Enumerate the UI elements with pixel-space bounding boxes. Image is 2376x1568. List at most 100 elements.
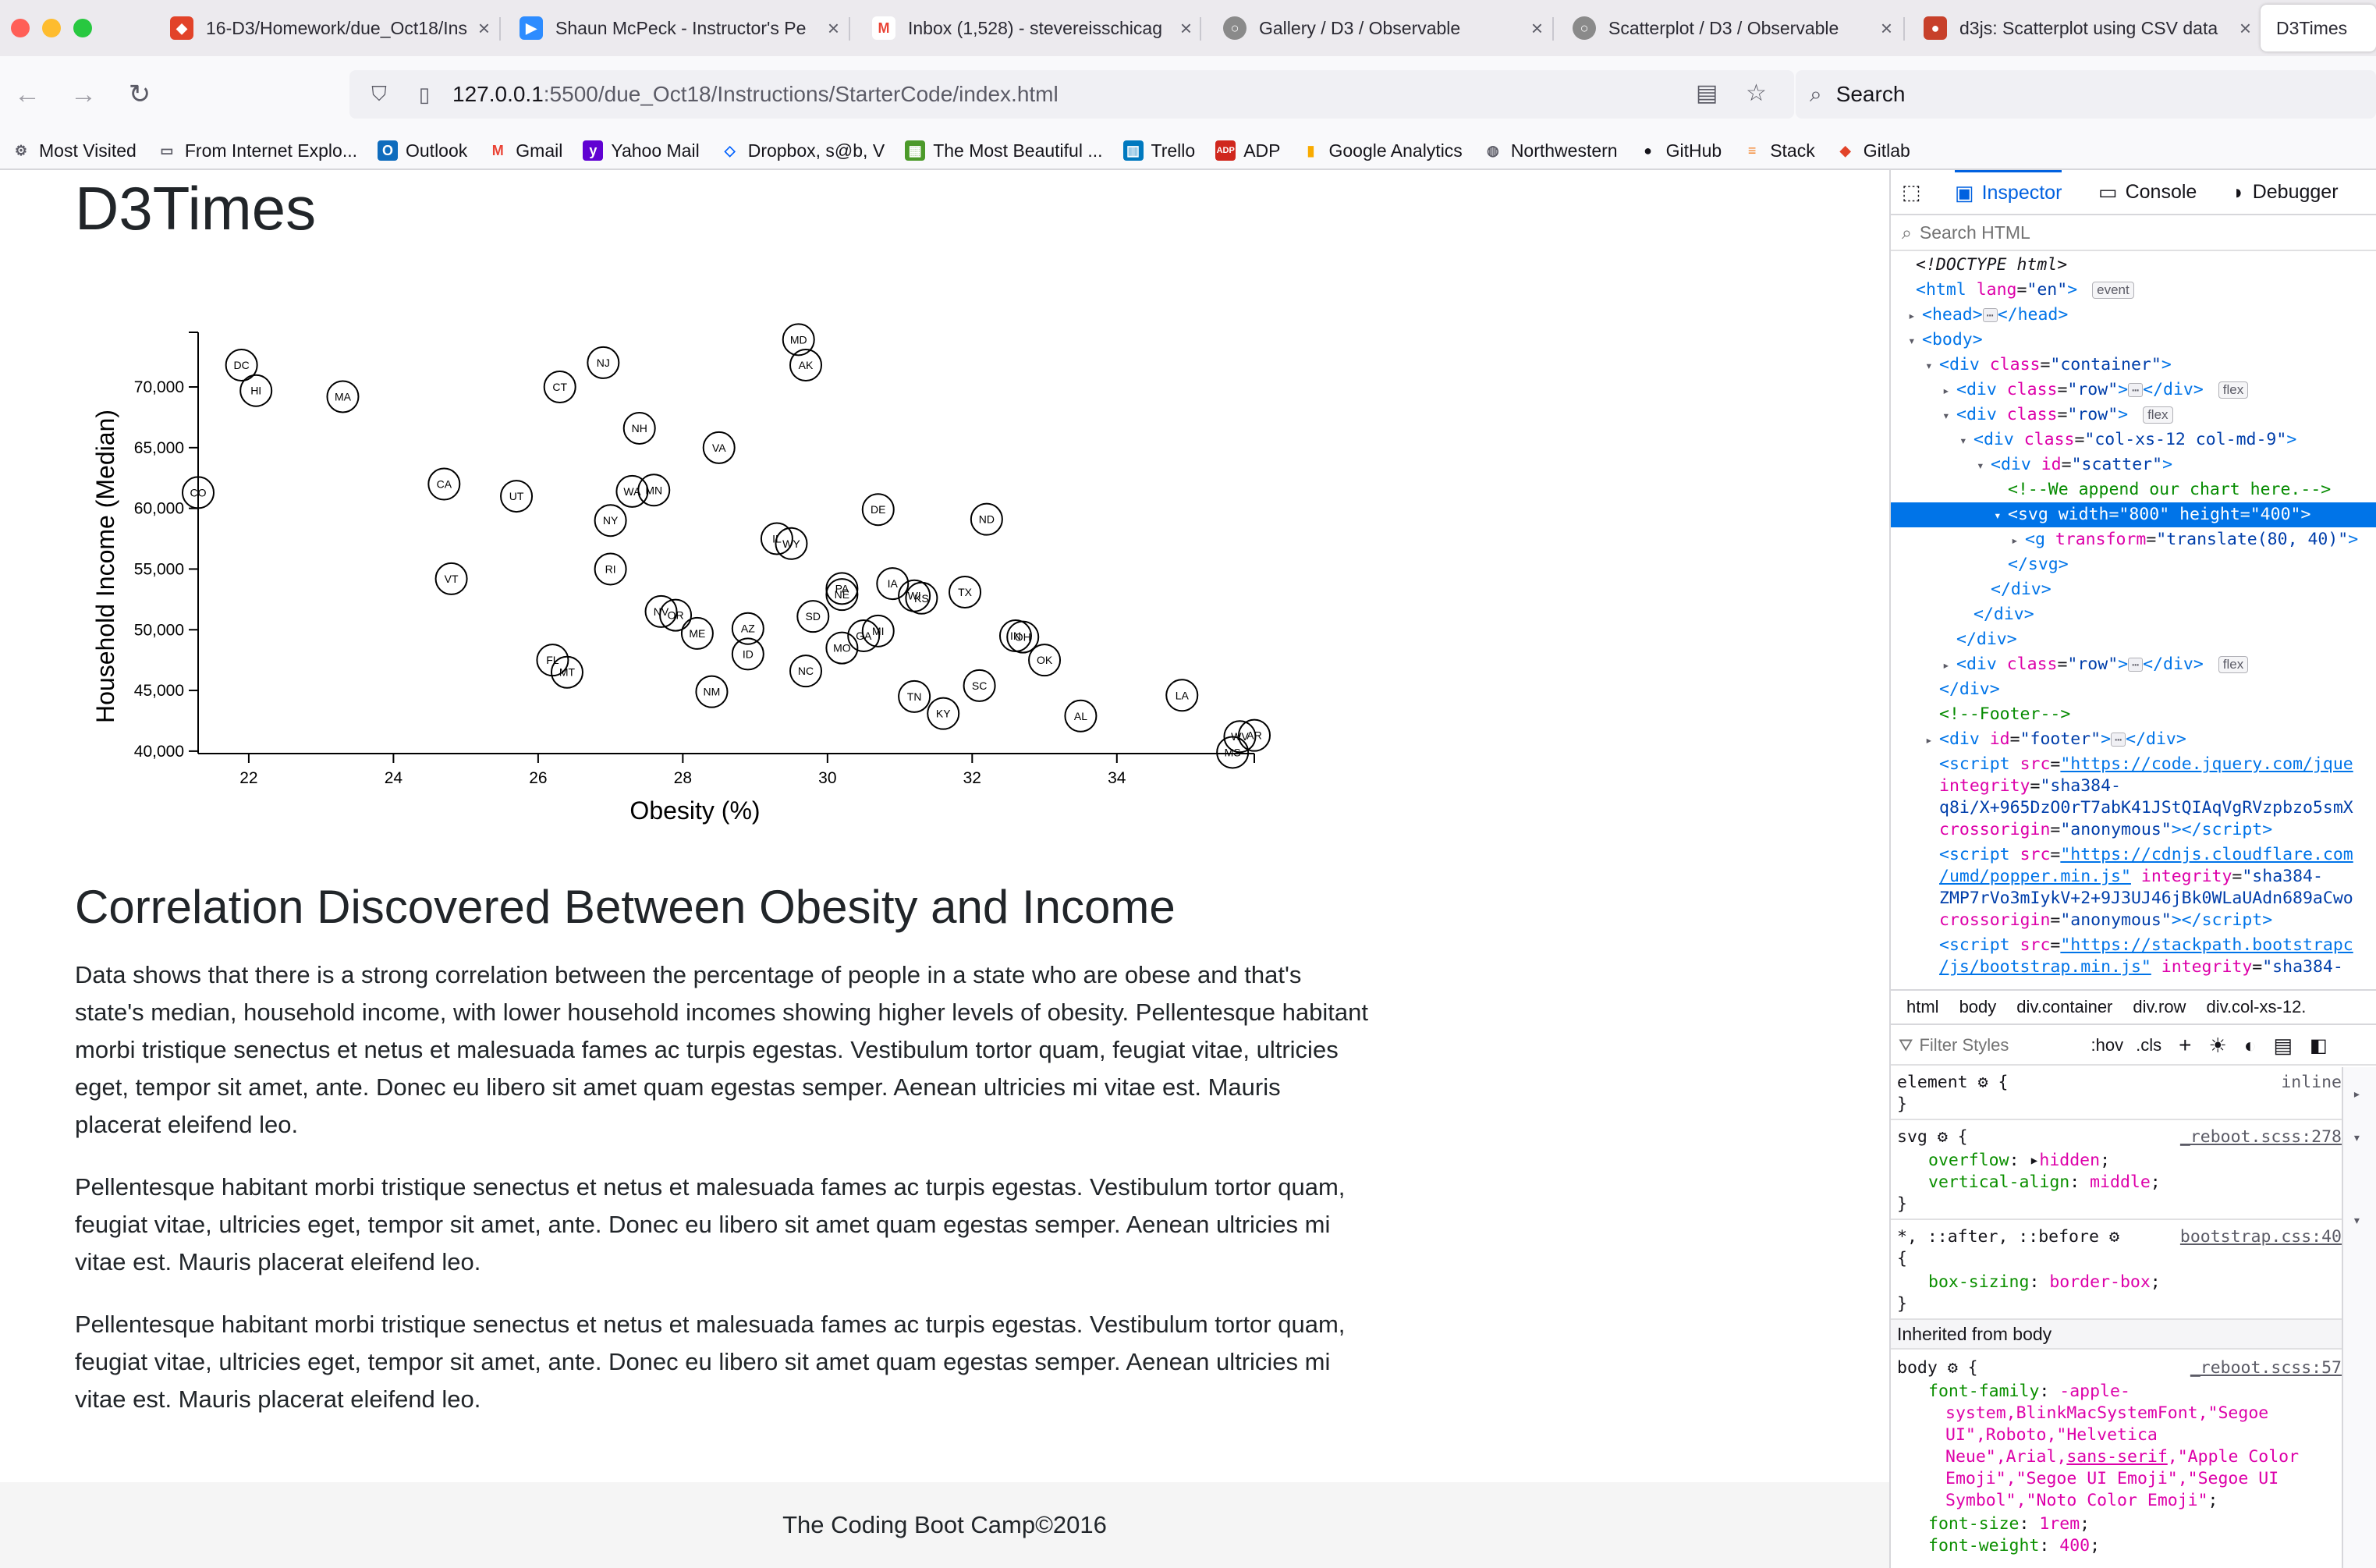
tree-node[interactable]: </div> — [1939, 679, 2000, 699]
tree-node[interactable]: ▾ <div class="container"> — [1925, 355, 2172, 374]
tree-node[interactable]: <!--Footer--> — [1939, 704, 2071, 724]
close-icon[interactable]: × — [827, 16, 839, 40]
filter-styles-input[interactable]: Filter Styles — [1919, 1035, 2009, 1055]
close-icon[interactable]: × — [477, 16, 490, 40]
tree-node[interactable]: ▸ <div class="row"> ⋯ </div> flex — [1891, 378, 2376, 403]
breadcrumb-item[interactable]: html — [1906, 997, 1939, 1016]
minimize-window-button[interactable] — [42, 19, 61, 37]
rule-selector[interactable]: element ⚙ {inline — [1897, 1073, 2342, 1092]
reader-view-icon[interactable]: ▤ — [1696, 80, 1718, 106]
state-point-label: RI — [605, 562, 616, 575]
state-point-label: OR — [668, 609, 684, 622]
state-point-label: WY — [782, 537, 800, 550]
forward-button[interactable]: → — [70, 79, 97, 109]
inspector-icon: ▣ — [1955, 181, 1974, 204]
back-button[interactable]: ← — [14, 79, 41, 109]
browser-tab[interactable]: M Inbox (1,528) - stevereisschicag × — [872, 5, 1192, 51]
shield-icon[interactable]: ⛉ — [371, 82, 387, 105]
html-tree: <!DOCTYPE html> <html lang="en"> event ▸… — [1891, 253, 2376, 989]
chevron-down-icon[interactable]: ▾ — [2353, 1130, 2361, 1146]
tree-node[interactable]: ▾ <div class="col-xs-12 col-md-9"> — [1959, 430, 2297, 449]
tree-node-selected[interactable]: ▾ <svg width="800" height="400"> — [1891, 502, 2376, 527]
bookmark-star-icon[interactable]: ☆ — [1746, 80, 1767, 106]
bookmark-most-visited[interactable]: ⚙ Most Visited — [11, 140, 137, 161]
bookmark-yahoo-mail[interactable]: y Yahoo Mail — [583, 140, 700, 161]
scatter-chart: 22 24 26 28 30 32 34 40,000 45,000 50,000 55,000 60… — [91, 323, 1271, 825]
tree-node[interactable]: <script src="https://cdnjs.cloudflare.co… — [1939, 845, 2353, 930]
close-icon[interactable]: × — [1880, 16, 1892, 40]
bookmark-outlook[interactable]: O Outlook — [378, 140, 467, 161]
tree-node[interactable]: ▸ <div id="footer"> ⋯ </div> — [1925, 729, 2186, 749]
tree-node[interactable]: </div> — [1973, 605, 2034, 624]
tree-node[interactable]: </div> — [1991, 580, 2052, 599]
bookmark-stack[interactable]: ≡ Stack — [1742, 140, 1815, 161]
browser-tab[interactable]: ○ Gallery / D3 / Observable × — [1223, 5, 1543, 51]
browser-tab[interactable]: ▶ Shaun McPeck - Instructor's Pe × — [520, 5, 839, 51]
tab-console[interactable]: ▭ Console — [2098, 179, 2197, 204]
tree-node[interactable]: </svg> — [2008, 555, 2069, 574]
browser-tab[interactable]: ○ Scatterplot / D3 / Observable × — [1573, 5, 1892, 51]
zoom-window-button[interactable] — [73, 19, 92, 37]
breadcrumb-item[interactable]: div.container — [2016, 997, 2113, 1016]
page-icon[interactable]: ▯ — [418, 82, 431, 106]
state-point-circle — [550, 655, 583, 689]
state-point-label: NJ — [597, 357, 610, 369]
close-window-button[interactable] — [11, 19, 30, 37]
tab-debugger[interactable]: ◗ Debugger — [2232, 179, 2339, 204]
tree-node[interactable]: ▾ <body> — [1908, 330, 1983, 349]
print-media-icon[interactable]: ▤ — [2273, 1033, 2293, 1057]
rule-selector[interactable]: svg ⚙ {_reboot.scss:278 — [1897, 1127, 2342, 1147]
breadcrumb-item[interactable]: div.row — [2133, 997, 2186, 1016]
bookmark-github[interactable]: ● GitHub — [1638, 140, 1722, 161]
tree-node[interactable]: ▾ <div id="scatter"> — [1977, 455, 2173, 474]
search-bar[interactable]: ⌕ Search — [1796, 70, 2376, 119]
bookmark-most-beautiful[interactable]: ▦ The Most Beautiful ... — [905, 140, 1103, 161]
light-theme-icon[interactable]: ☀ — [2208, 1033, 2227, 1057]
tree-node[interactable]: ▾ <div class="row"> flex — [1891, 403, 2376, 427]
bookmark-google-analytics[interactable]: ▮ Google Analytics — [1300, 140, 1463, 161]
tree-node[interactable]: <html lang="en"> event — [1891, 278, 2376, 303]
state-point-circle — [659, 598, 693, 632]
bookmark-northwestern[interactable]: ◍ Northwestern — [1483, 140, 1618, 161]
tree-node[interactable]: <script src="https://stackpath.bootstrap… — [1939, 935, 2353, 977]
close-icon[interactable]: × — [2239, 16, 2251, 40]
dark-theme-icon[interactable]: ◐ — [2243, 1033, 2257, 1057]
breadcrumb-item[interactable]: body — [1959, 997, 1997, 1016]
bookmark-adp[interactable]: ADP ADP — [1215, 140, 1281, 161]
devtools-tabs: ⬚ ▣ Inspector ▭ Console ◗ Debugger — [1891, 170, 2376, 215]
bookmark-trello[interactable]: ▥ Trello — [1122, 140, 1195, 161]
rule-selector[interactable]: *, ::after, ::before ⚙ bootstrap.css:40 — [1897, 1227, 2342, 1247]
url-bar[interactable]: ⛉ ▯ 127.0.0.1:5500/due_Oct18/Instruction… — [349, 70, 1794, 119]
browser-tab-active[interactable]: D3Times — [2261, 5, 2376, 51]
reload-button[interactable]: ↻ — [128, 80, 151, 109]
tree-node[interactable]: ▸ <div class="row"> ⋯ </div> flex — [1891, 652, 2376, 677]
cls-button[interactable]: .cls — [2136, 1035, 2162, 1055]
bookmark-gitlab[interactable]: ◆ Gitlab — [1835, 140, 1910, 161]
console-icon: ▭ — [2098, 179, 2118, 204]
breadcrumb-item[interactable]: div.col-xs-12. — [2206, 997, 2307, 1016]
tree-node[interactable]: <!DOCTYPE html> — [1916, 255, 2068, 275]
bookmark-dropbox[interactable]: ◇ Dropbox, s@b, V — [720, 140, 885, 161]
close-icon[interactable]: × — [1179, 16, 1192, 40]
tree-node[interactable]: ▸ <head> ⋯ </head> — [1908, 305, 2069, 325]
rule-selector[interactable]: body ⚙ {_reboot.scss:57 — [1897, 1358, 2342, 1378]
browser-tab[interactable]: ● d3js: Scatterplot using CSV data × — [1924, 5, 2251, 51]
tree-node[interactable]: ▸ <g transform="translate(80, 40)"> — [2011, 530, 2359, 549]
add-rule-icon[interactable]: + — [2179, 1033, 2192, 1057]
tree-node[interactable]: <!--We append our chart here.--> — [2008, 480, 2332, 499]
hov-button[interactable]: :hov — [2091, 1035, 2124, 1055]
tab-inspector[interactable]: ▣ Inspector — [1955, 170, 2062, 214]
html-search-input[interactable]: ⌕ Search HTML — [1891, 215, 2376, 251]
tree-node[interactable]: <script src="https://code.jquery.com/jqu… — [1939, 754, 2353, 839]
element-picker-button[interactable]: ⬚ — [1902, 170, 1929, 214]
browser-tab[interactable]: ◆ 16-D3/Homework/due_Oct18/Ins × — [170, 5, 490, 51]
close-icon[interactable]: × — [1530, 16, 1543, 40]
chevron-down-icon[interactable]: ▾ — [2353, 1212, 2361, 1229]
bookmark-gmail[interactable]: M Gmail — [488, 140, 563, 161]
chevron-right-icon[interactable]: ▸ — [2353, 1086, 2361, 1102]
bookmark-folder[interactable]: ▭ From Internet Explo... — [157, 140, 357, 161]
toggle-sidebar-icon[interactable]: ◧ — [2310, 1034, 2328, 1056]
state-point: AR — [1238, 718, 1271, 752]
state-point-label: VA — [712, 442, 726, 454]
tree-node[interactable]: </div> — [1956, 630, 2017, 649]
